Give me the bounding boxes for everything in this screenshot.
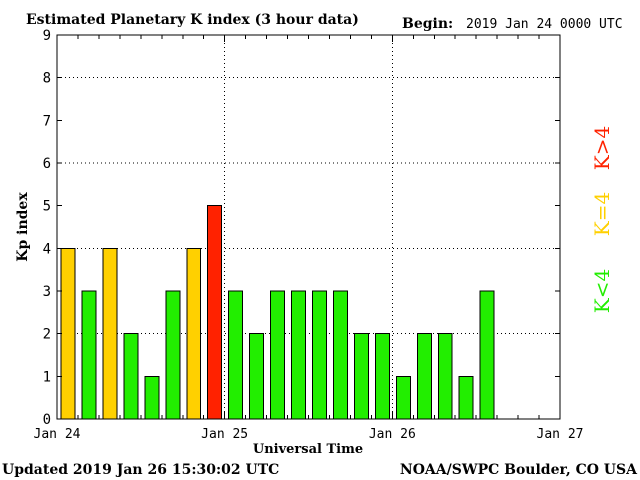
axis-ticks — [56, 34, 561, 420]
kp-bar — [416, 333, 432, 420]
kp-bar — [144, 375, 160, 420]
bars — [60, 205, 495, 420]
begin-label: Begin: — [402, 16, 453, 32]
y-axis-title: Kp index — [15, 192, 31, 262]
kp-bar — [458, 375, 474, 420]
kp-bar — [207, 205, 223, 420]
x-tick-labels: Jan 24 Jan 25 Jan 26 Jan 27 — [34, 427, 584, 442]
grid-lines — [57, 35, 560, 419]
updated-timestamp: Updated 2019 Jan 26 15:30:02 UTC — [2, 462, 279, 478]
legend-k-equal-4: K=4 — [590, 192, 614, 236]
kp-bar — [312, 290, 327, 420]
legend-k-greater-4: K>4 — [590, 126, 614, 170]
kp-bar — [437, 333, 453, 420]
kp-bar — [186, 247, 202, 420]
kp-bar — [270, 290, 286, 420]
y-tick-label: 1 — [43, 369, 51, 385]
y-tick-label: 2 — [43, 327, 51, 343]
begin-value: 2019 Jan 24 0000 UTC — [466, 17, 623, 32]
chart-title: Estimated Planetary K index (3 hour data… — [26, 12, 359, 28]
kp-bar — [395, 375, 411, 420]
kp-bar — [228, 290, 244, 420]
kp-bar — [165, 290, 181, 420]
x-tick-label: Jan 26 — [369, 427, 416, 442]
kp-bar — [123, 333, 139, 420]
y-tick-label: 4 — [43, 241, 51, 257]
kp-bar — [374, 333, 390, 420]
y-tick-label: 6 — [43, 156, 51, 172]
x-axis-title: Universal Time — [253, 442, 363, 457]
y-tick-label: 8 — [43, 71, 51, 87]
kp-bar — [479, 290, 495, 420]
kp-bar — [291, 290, 306, 420]
kp-bar — [81, 290, 97, 420]
kp-bar — [102, 247, 118, 420]
y-tick-label: 7 — [43, 113, 51, 129]
y-tick-label: 3 — [43, 284, 51, 300]
legend-k-less-4: K<4 — [590, 269, 614, 313]
x-tick-label: Jan 27 — [537, 427, 584, 442]
y-tick-label: 5 — [43, 199, 51, 215]
kp-bar — [249, 333, 265, 420]
x-tick-label: Jan 25 — [201, 427, 248, 442]
kp-bar — [332, 290, 348, 420]
x-tick-label: Jan 24 — [34, 427, 81, 442]
y-tick-label: 9 — [43, 28, 51, 44]
y-tick-label: 0 — [43, 412, 51, 428]
y-tick-labels: 0 1 2 3 4 5 6 7 8 9 — [43, 28, 51, 428]
kp-bar — [353, 333, 369, 420]
source-credit: NOAA/SWPC Boulder, CO USA — [400, 462, 638, 478]
kp-bar — [60, 247, 76, 420]
